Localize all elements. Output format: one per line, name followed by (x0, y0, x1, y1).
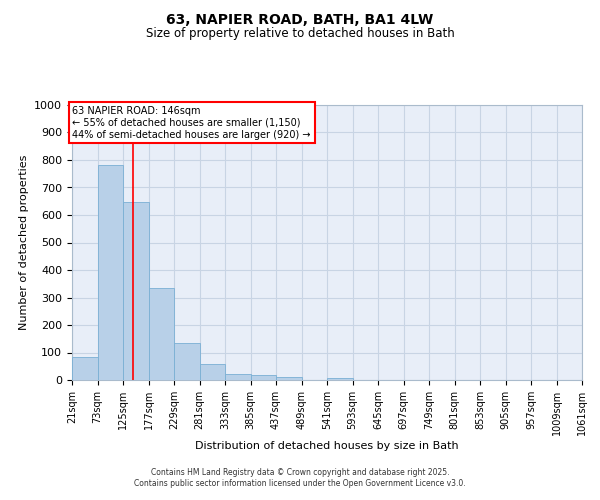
Bar (327, 378, 353, 380)
Bar (251, 375, 276, 380)
Bar (199, 364, 225, 380)
Text: Contains HM Land Registry data © Crown copyright and database right 2025.
Contai: Contains HM Land Registry data © Crown c… (134, 468, 466, 487)
Bar (276, 377, 302, 380)
Bar (72, 356, 97, 380)
Bar (174, 344, 199, 380)
X-axis label: Distribution of detached houses by size in Bath: Distribution of detached houses by size … (195, 440, 459, 450)
Text: Size of property relative to detached houses in Bath: Size of property relative to detached ho… (146, 28, 454, 40)
Bar (149, 288, 174, 380)
Bar (225, 374, 251, 380)
Bar (123, 202, 149, 380)
Bar (97, 166, 123, 380)
Text: 63 NAPIER ROAD: 146sqm
← 55% of detached houses are smaller (1,150)
44% of semi-: 63 NAPIER ROAD: 146sqm ← 55% of detached… (73, 106, 311, 140)
Text: 63, NAPIER ROAD, BATH, BA1 4LW: 63, NAPIER ROAD, BATH, BA1 4LW (166, 12, 434, 26)
Y-axis label: Number of detached properties: Number of detached properties (19, 155, 29, 330)
